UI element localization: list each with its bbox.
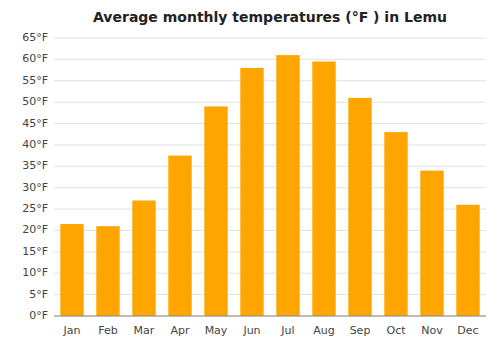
y-grid — [54, 38, 486, 316]
bar — [60, 224, 83, 316]
bar — [312, 62, 335, 316]
x-tick-label: Sep — [350, 324, 371, 337]
x-tick-label: Mar — [134, 324, 155, 337]
x-tick-label: May — [205, 324, 228, 337]
chart-svg: Average monthly temperatures (°F ) in Le… — [0, 0, 500, 350]
x-axis-line — [54, 316, 486, 317]
y-tick-labels: 0°F 5°F 10°F 15°F 20°F 25°F 30°F 35°F 40°F 45°F 50… — [22, 31, 48, 322]
bar — [348, 98, 371, 316]
y-tick-label: 10°F — [22, 266, 48, 279]
y-tick-label: 25°F — [22, 202, 48, 215]
y-tick-label: 45°F — [22, 117, 48, 130]
y-tick-label: 50°F — [22, 95, 48, 108]
chart-title: Average monthly temperatures (°F ) in Le… — [93, 9, 447, 25]
x-tick-label: Aug — [313, 324, 334, 337]
bar — [204, 106, 227, 316]
x-tick-label: Oct — [386, 324, 406, 337]
bar — [168, 156, 191, 316]
y-tick-label: 15°F — [22, 245, 48, 258]
bar — [384, 132, 407, 316]
y-tick-label: 30°F — [22, 181, 48, 194]
y-tick-label: 20°F — [22, 223, 48, 236]
bar — [456, 205, 479, 316]
chart-container: Average monthly temperatures (°F ) in Le… — [0, 0, 500, 350]
bar — [240, 68, 263, 316]
bar — [420, 171, 443, 316]
y-tick-label: 5°F — [29, 288, 48, 301]
x-tick-label: Feb — [98, 324, 117, 337]
x-tick-label: Nov — [421, 324, 443, 337]
y-tick-label: 40°F — [22, 138, 48, 151]
bar — [276, 55, 299, 316]
x-tick-labels: Jan Feb Mar Apr May Jun Jul Aug Sep Oct Nov Dec — [63, 324, 479, 337]
grid-line — [54, 38, 486, 39]
y-tick-label: 55°F — [22, 74, 48, 87]
x-tick-label: Dec — [457, 324, 478, 337]
x-tick-label: Jan — [63, 324, 81, 337]
bar — [132, 201, 155, 316]
grid-line — [54, 166, 486, 167]
x-tick-label: Jun — [242, 324, 260, 337]
y-tick-label: 65°F — [22, 31, 48, 44]
bar — [96, 226, 119, 316]
grid-line — [54, 102, 486, 103]
y-tick-label: 35°F — [22, 159, 48, 172]
grid-line — [54, 316, 486, 317]
bars — [60, 55, 479, 316]
y-tick-label: 0°F — [29, 309, 48, 322]
grid-line — [54, 123, 486, 124]
y-tick-label: 60°F — [22, 52, 48, 65]
grid-line — [54, 59, 486, 60]
x-tick-label: Jul — [280, 324, 294, 337]
x-tick-label: Apr — [170, 324, 190, 337]
grid-line — [54, 80, 486, 81]
grid-line — [54, 144, 486, 145]
